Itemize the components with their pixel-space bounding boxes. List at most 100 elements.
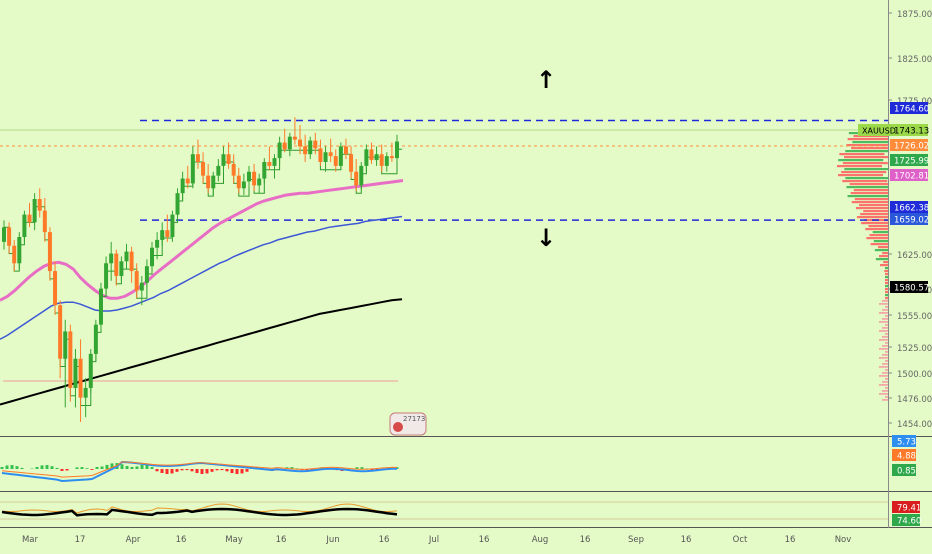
volume-profile-bar xyxy=(882,309,888,311)
candle-body xyxy=(369,149,373,160)
candle-body xyxy=(150,248,154,267)
macd-histogram-bar xyxy=(36,467,39,469)
volume-profile-bar xyxy=(885,333,888,335)
candle-body xyxy=(119,261,123,276)
volume-profile-bar xyxy=(879,330,888,332)
candle-body xyxy=(267,162,271,166)
candle-body xyxy=(354,172,358,186)
candle-body xyxy=(28,215,32,223)
volume-profile-bar xyxy=(885,297,888,299)
macd-histogram-bar xyxy=(166,469,169,474)
volume-profile-bar xyxy=(879,339,888,341)
volume-profile-bar xyxy=(879,321,888,323)
candle-body xyxy=(17,237,21,263)
price-badge-text: 1743.13 xyxy=(894,127,929,137)
volume-profile-bar xyxy=(885,315,888,317)
candle-body xyxy=(201,162,205,176)
macd-histogram-bar xyxy=(16,466,19,469)
volume-profile-bar xyxy=(879,348,888,350)
candle-body xyxy=(160,230,164,240)
volume-profile-bar xyxy=(873,231,888,233)
macd-histogram-bar xyxy=(246,469,249,472)
volume-profile-bar xyxy=(885,396,888,398)
volume-profile-bar xyxy=(885,294,888,296)
volume-profile-bar xyxy=(869,225,889,227)
price-badge-text: 1580.57 xyxy=(894,284,929,294)
y-tick-label: 1875.00 xyxy=(897,10,932,20)
macd-histogram-bar xyxy=(91,469,94,470)
volume-profile-bar xyxy=(865,228,888,230)
candle-body xyxy=(303,146,307,154)
candle-body xyxy=(58,305,62,359)
volume-profile-bar xyxy=(882,381,888,383)
candle-body xyxy=(247,172,251,182)
volume-profile-bar xyxy=(871,243,888,245)
volume-profile-bar xyxy=(848,138,888,140)
candle-body xyxy=(252,172,256,186)
volume-profile-bar xyxy=(879,255,888,257)
volume-profile-bar xyxy=(885,369,888,371)
macd-histogram-bar xyxy=(361,467,364,469)
candle-body xyxy=(344,146,348,154)
macd-histogram-bar xyxy=(216,469,219,470)
candle-body xyxy=(89,354,93,388)
candle-body xyxy=(278,143,282,159)
candle-body xyxy=(124,252,128,262)
candle-body xyxy=(308,141,312,155)
volume-profile-bar xyxy=(876,258,888,260)
macd-histogram-bar xyxy=(41,465,44,469)
macd-histogram-bar xyxy=(86,468,89,469)
macd-histogram-bar xyxy=(226,469,229,471)
candle-body xyxy=(53,271,57,305)
volume-profile-bar xyxy=(837,165,882,167)
volume-profile-bar xyxy=(885,267,888,269)
candle-body xyxy=(104,263,108,288)
candle-body xyxy=(79,359,83,398)
volume-profile-bar xyxy=(850,183,888,185)
candle-body xyxy=(68,331,72,387)
candle-body xyxy=(298,140,302,147)
volume-profile-bar xyxy=(879,393,888,395)
candle-body xyxy=(232,164,236,176)
volume-profile-bar xyxy=(852,141,888,143)
candle-body xyxy=(48,232,52,271)
volume-profile-bar xyxy=(859,204,888,206)
volume-profile-bar xyxy=(885,288,888,290)
macd-histogram-bar xyxy=(106,465,109,469)
volume-profile-bar xyxy=(885,360,888,362)
y-tick-label: 1454.00 xyxy=(897,420,932,430)
volume-profile-bar xyxy=(870,234,888,236)
volume-profile-bar xyxy=(846,186,888,188)
macd-histogram-bar xyxy=(191,469,194,471)
x-tick-label: 16 xyxy=(479,535,490,545)
candle-body xyxy=(99,289,103,325)
candle-body xyxy=(191,154,195,183)
volume-profile-bar xyxy=(879,357,888,359)
x-tick-label: Mar xyxy=(22,535,39,545)
macd-value-text: 0.85 xyxy=(897,467,916,477)
events-badge[interactable]: 27173 xyxy=(390,413,426,435)
candle-body xyxy=(283,143,287,150)
macd-histogram-bar xyxy=(201,469,204,474)
macd-histogram-bar xyxy=(241,469,244,473)
y-tick-label: 1555.00 xyxy=(897,312,932,322)
volume-profile-bar xyxy=(885,342,888,344)
x-tick-label: Sep xyxy=(628,535,644,545)
macd-histogram-bar xyxy=(1,467,4,469)
volume-profile-bar xyxy=(879,366,888,368)
price-badge-text: 1702.81 xyxy=(894,172,929,182)
macd-histogram-bar xyxy=(11,465,14,469)
up-arrow-icon: ↑ xyxy=(536,66,556,94)
macd-histogram-bar xyxy=(126,466,129,469)
candle-body xyxy=(359,166,363,185)
candle-body xyxy=(22,215,26,237)
macd-histogram-bar xyxy=(131,467,134,469)
down-arrow-icon: ↓ xyxy=(536,224,556,252)
volume-profile-bar xyxy=(848,195,889,197)
candle-body xyxy=(237,176,241,189)
volume-profile-bar xyxy=(879,375,888,377)
candle-body xyxy=(364,149,368,166)
volume-profile-bar xyxy=(882,300,888,302)
